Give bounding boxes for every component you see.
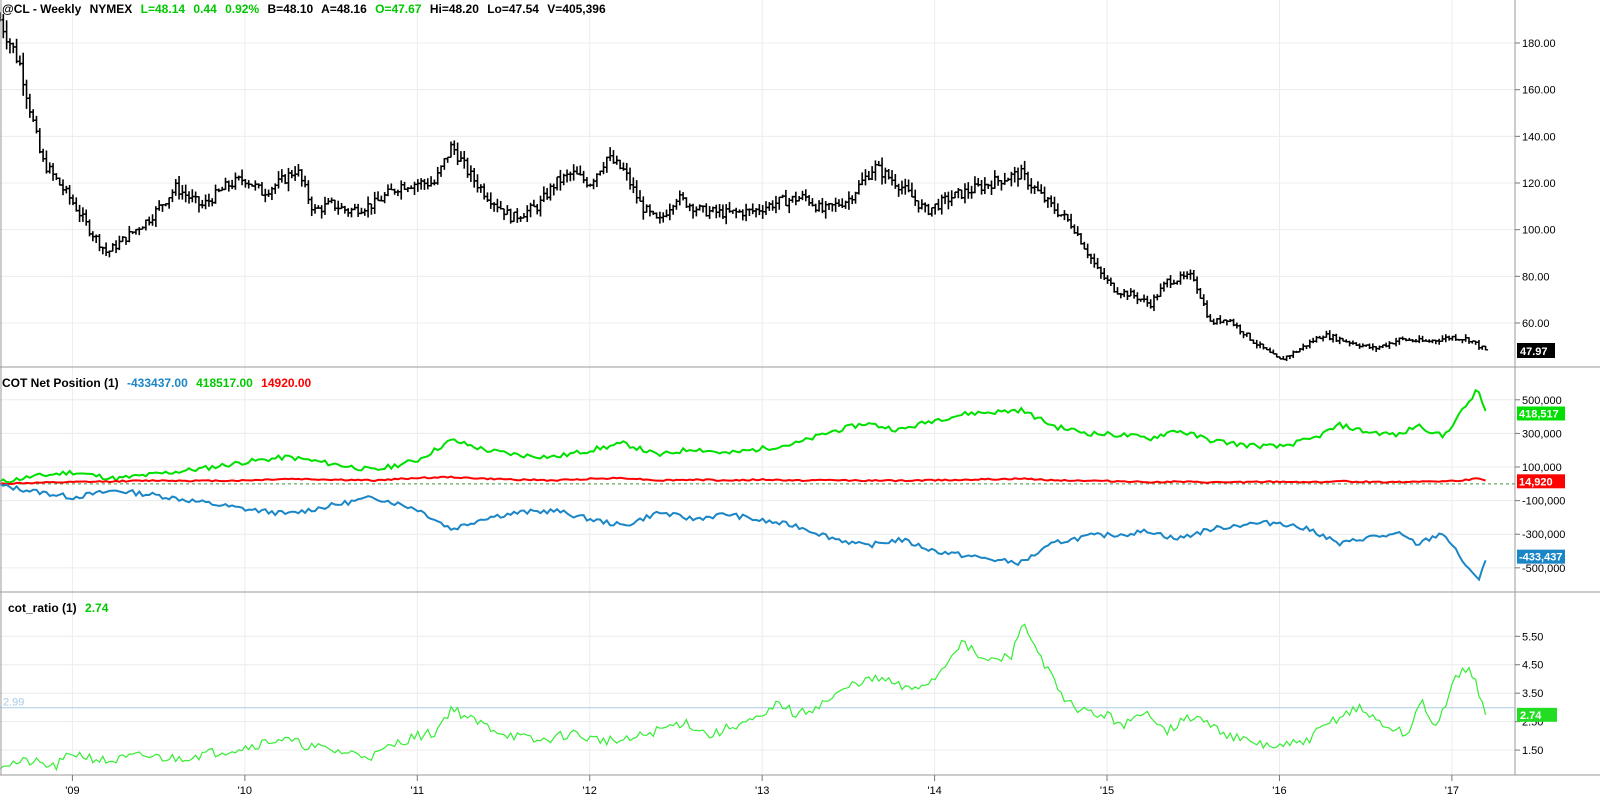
- reference-label: 2.99: [3, 697, 24, 709]
- x-tick-label: '14: [927, 785, 941, 797]
- y-tick-label: 180.00: [1522, 38, 1556, 50]
- cot-commercials-value: -433437.00: [127, 376, 188, 390]
- low-price: Lo=47.54: [487, 2, 539, 16]
- x-tick-label: '15: [1100, 785, 1114, 797]
- ratio-last-label: 2.74: [1520, 710, 1542, 722]
- y-tick-label: 100,000: [1522, 462, 1562, 474]
- bid-price: B=48.10: [267, 2, 314, 16]
- y-tick-label: -500,000: [1522, 563, 1565, 575]
- x-tick-label: '13: [755, 785, 769, 797]
- small-specs-line: [0, 475, 1486, 486]
- ratio-value: 2.74: [85, 601, 109, 615]
- cot-small-specs-value: 14920.00: [261, 376, 312, 390]
- x-tick-label: '17: [1445, 785, 1459, 797]
- ratio-header: cot_ratio (1) 2.74: [8, 601, 113, 615]
- y-tick-label: 3.50: [1522, 688, 1543, 700]
- commercials-line: [0, 483, 1487, 582]
- x-tick-label: '16: [1272, 785, 1286, 797]
- cot-header: COT Net Position (1) -433437.00 418517.0…: [2, 376, 316, 390]
- ratio-last-badge: [1517, 707, 1557, 722]
- x-tick-label: '11: [411, 785, 425, 797]
- cot-ratio-line: [0, 623, 1487, 772]
- small-specs-badge-label: 14,920: [1519, 476, 1553, 488]
- symbol-label: @CL - Weekly: [2, 2, 82, 16]
- price-change-pct: 0.92%: [225, 2, 260, 16]
- y-tick-label: 60.00: [1522, 318, 1550, 330]
- ratio-title: cot_ratio (1): [8, 601, 77, 615]
- price-last-badge: [1517, 343, 1555, 358]
- x-tick-label: '10: [238, 785, 252, 797]
- price-last-label: 47.97: [1520, 346, 1548, 358]
- large-specs-line: [0, 388, 1487, 484]
- cot-large-specs-value: 418517.00: [196, 376, 253, 390]
- commercials-badge-label: -433,437: [1519, 552, 1562, 564]
- y-tick-label: 100.00: [1522, 225, 1556, 237]
- large-specs-badge-label: 418,517: [1519, 408, 1559, 420]
- volume-value: V=405,396: [547, 2, 606, 16]
- y-tick-label: 5.50: [1522, 631, 1543, 643]
- x-tick-label: '12: [583, 785, 597, 797]
- price-change: 0.44: [193, 2, 217, 16]
- y-tick-label: 80.00: [1522, 271, 1550, 283]
- y-tick-label: 140.00: [1522, 131, 1556, 143]
- y-tick-label: 300,000: [1522, 428, 1562, 440]
- y-tick-label: -300,000: [1522, 529, 1565, 541]
- ask-price: A=48.16: [321, 2, 367, 16]
- exchange-label: NYMEX: [89, 2, 133, 16]
- cot-net-position-pane: [0, 388, 1515, 582]
- open-price: O=47.67: [375, 2, 422, 16]
- y-tick-label: 120.00: [1522, 178, 1556, 190]
- y-tick-label: 1.50: [1522, 745, 1543, 757]
- price-header: @CL - Weekly NYMEX L=48.14 0.44 0.92% B=…: [2, 2, 611, 16]
- cot-ratio-pane: 2.99: [0, 623, 1515, 772]
- y-tick-label: 500,000: [1522, 395, 1562, 407]
- price-pane: [0, 12, 1489, 361]
- large-specs-badge: [1517, 406, 1565, 421]
- x-tick-label: '09: [65, 785, 79, 797]
- cot-title: COT Net Position (1): [2, 376, 119, 390]
- y-tick-label: -100,000: [1522, 496, 1565, 508]
- last-price: L=48.14: [140, 2, 186, 16]
- commercials-badge: [1517, 549, 1565, 564]
- y-tick-label: 160.00: [1522, 85, 1556, 97]
- high-price: Hi=48.20: [429, 2, 479, 16]
- small-specs-badge: [1517, 474, 1565, 489]
- y-tick-label: 4.50: [1522, 660, 1543, 672]
